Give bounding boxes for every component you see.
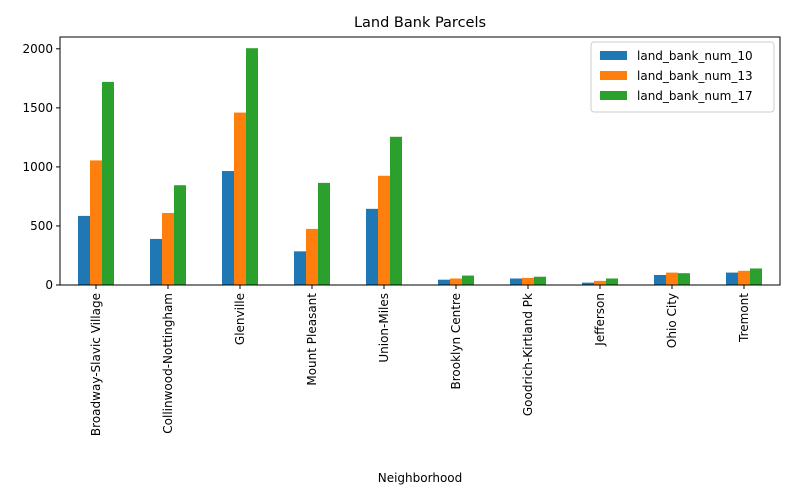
bar-land_bank_num_17-6 bbox=[534, 276, 546, 285]
bar-land_bank_num_10-9 bbox=[726, 272, 738, 285]
x-tick-label: Ohio City bbox=[665, 293, 679, 348]
bar-land_bank_num_13-8 bbox=[666, 272, 678, 285]
bar-land_bank_num_10-3 bbox=[294, 251, 306, 285]
x-tick-label: Brooklyn Centre bbox=[449, 293, 463, 390]
bar-land_bank_num_10-1 bbox=[150, 238, 162, 285]
bar-land_bank_num_13-4 bbox=[378, 175, 390, 285]
bar-land_bank_num_10-2 bbox=[222, 171, 234, 285]
x-tick-label: Mount Pleasant bbox=[305, 293, 319, 386]
x-axis-title: Neighborhood bbox=[378, 471, 463, 485]
legend-swatch-land_bank_num_17 bbox=[600, 91, 627, 100]
bar-land_bank_num_10-8 bbox=[654, 274, 666, 285]
axes-layer: 0 500 1000 1500 2000 Broadway-Slavic Village C… bbox=[22, 36, 781, 436]
y-tick-label: 500 bbox=[30, 219, 53, 233]
plot-frame bbox=[59, 36, 781, 286]
legend-label-land_bank_num_13: land_bank_num_13 bbox=[637, 69, 753, 83]
legend-swatch-land_bank_num_13 bbox=[600, 71, 627, 80]
bar-land_bank_num_13-1 bbox=[162, 212, 174, 285]
bar-land_bank_num_17-5 bbox=[462, 275, 474, 285]
bar-land_bank_num_13-0 bbox=[90, 160, 102, 285]
bar-land_bank_num_17-4 bbox=[390, 136, 402, 285]
bar-land_bank_num_13-7 bbox=[594, 280, 606, 285]
legend-swatch-land_bank_num_10 bbox=[600, 51, 627, 60]
bar-land_bank_num_13-5 bbox=[450, 278, 462, 285]
bars-layer bbox=[78, 48, 762, 285]
x-tick-label: Goodrich-Kirtland Pk bbox=[521, 293, 535, 416]
bar-land_bank_num_17-8 bbox=[678, 273, 690, 285]
bar-land_bank_num_10-5 bbox=[438, 279, 450, 285]
x-tick-label: Glenville bbox=[233, 293, 247, 345]
x-tick-label: Collinwood-Nottingham bbox=[161, 293, 175, 434]
bar-land_bank_num_17-0 bbox=[102, 81, 114, 285]
bar-land_bank_num_10-0 bbox=[78, 215, 90, 285]
y-tick-label: 1500 bbox=[22, 101, 53, 115]
bar-land_bank_num_10-7 bbox=[582, 282, 594, 285]
bar-land_bank_num_17-3 bbox=[318, 182, 330, 285]
y-tick-label: 0 bbox=[45, 278, 53, 292]
bar-land_bank_num_13-6 bbox=[522, 277, 534, 285]
x-tick-label: Jefferson bbox=[593, 293, 607, 347]
legend-box bbox=[590, 41, 775, 113]
y-tick-label: 1000 bbox=[22, 160, 53, 174]
chart-title: Land Bank Parcels bbox=[354, 15, 486, 31]
bar-land_bank_num_13-9 bbox=[738, 270, 750, 285]
bar-land_bank_num_10-4 bbox=[366, 208, 378, 285]
y-tick-label: 2000 bbox=[22, 42, 53, 56]
bar-land_bank_num_13-2 bbox=[234, 112, 246, 285]
legend: land_bank_num_10 land_bank_num_13 land_ban… bbox=[590, 41, 775, 113]
bar-land_bank_num_17-7 bbox=[606, 278, 618, 285]
x-tick-label: Broadway-Slavic Village bbox=[89, 293, 103, 436]
bar-land_bank_num_17-2 bbox=[246, 48, 258, 285]
bar-land_bank_num_17-1 bbox=[174, 185, 186, 285]
x-tick-label: Union-Miles bbox=[377, 293, 391, 363]
bar-land_bank_num_13-3 bbox=[306, 228, 318, 285]
legend-label-land_bank_num_10: land_bank_num_10 bbox=[637, 49, 753, 63]
x-tick-label: Tremont bbox=[737, 293, 751, 343]
legend-label-land_bank_num_17: land_bank_num_17 bbox=[637, 89, 753, 103]
bar-land_bank_num_10-6 bbox=[510, 278, 522, 285]
bar-land_bank_num_17-9 bbox=[750, 268, 762, 285]
